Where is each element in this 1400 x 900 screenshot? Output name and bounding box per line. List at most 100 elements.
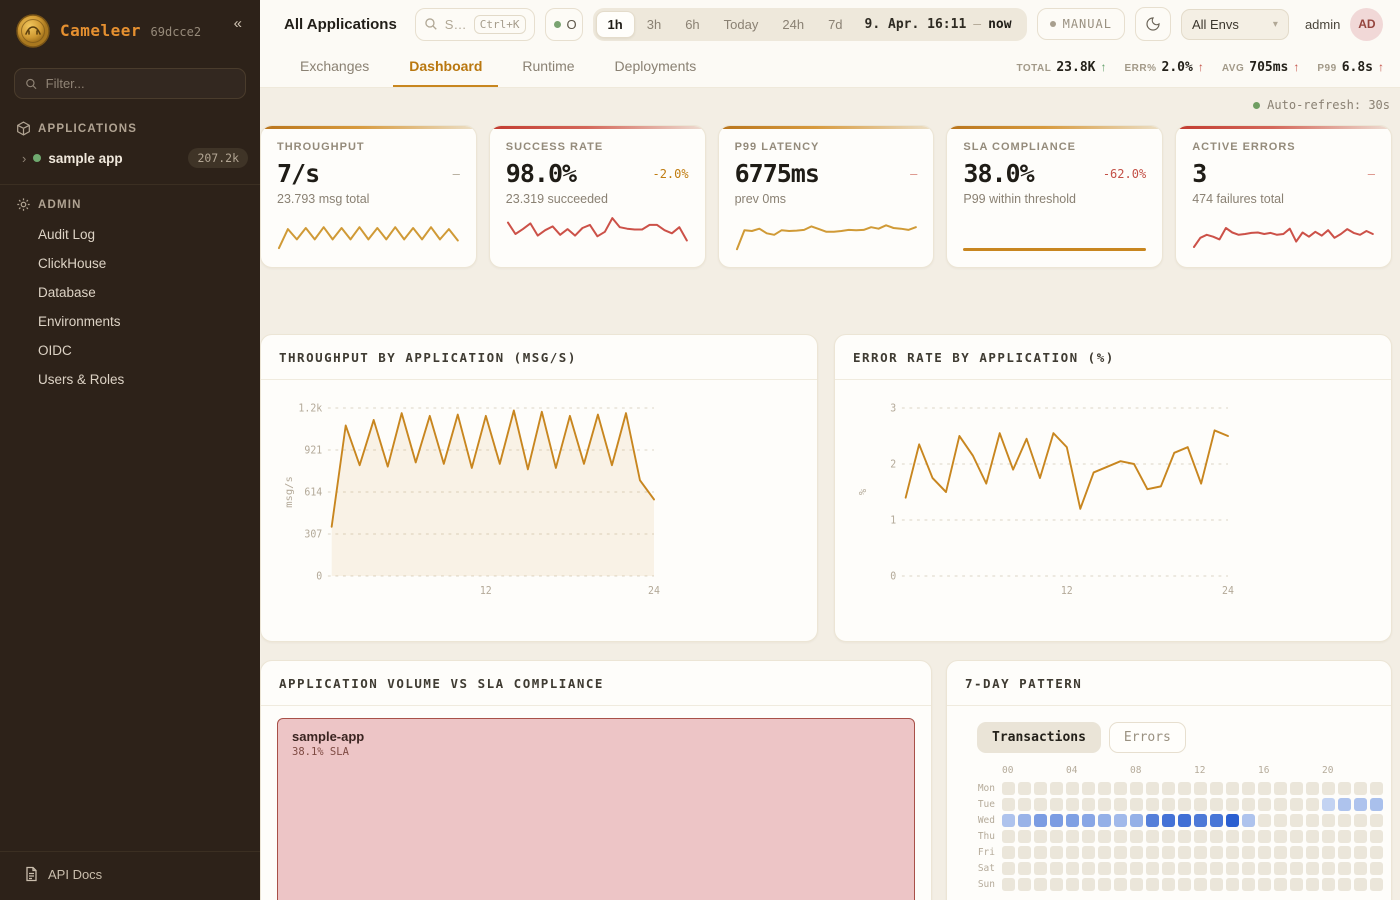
tab-dashboard[interactable]: Dashboard — [393, 48, 499, 87]
range-button-7d[interactable]: 7d — [816, 11, 854, 38]
heatmap-cell — [1066, 782, 1079, 795]
heatmap-hour-label: 08 — [1130, 765, 1142, 776]
svg-text:0: 0 — [890, 571, 896, 582]
heatmap-cell — [1370, 814, 1383, 827]
sidebar-filter[interactable] — [14, 68, 246, 99]
svg-text:%: % — [858, 489, 869, 495]
heatmap-grid: 00 04 08 12 16 20 Mon Tue Wed Thu Fri Sat Sun — [969, 765, 1383, 891]
weekly-heatmap: 00 04 08 12 16 20 Mon Tue Wed Thu Fri Sat Sun — [969, 765, 1383, 891]
panel-7day-pattern: 7-DAY PATTERN Transactions Errors 00 04 08… — [946, 660, 1392, 900]
heatmap-cell — [1098, 878, 1111, 891]
heatmap-cell — [1226, 862, 1239, 875]
heatmap-hour-label — [1306, 765, 1319, 779]
throughput-area-chart: 0 307 614 921 1.2k 12 24 msg/s — [284, 403, 660, 597]
username-label: admin — [1304, 16, 1341, 32]
tab-runtime[interactable]: Runtime — [522, 58, 575, 74]
sidebar-item-sample-app[interactable]: › sample app 207.2k — [0, 142, 260, 174]
svg-text:921: 921 — [304, 445, 322, 456]
heatmap-cell — [1338, 878, 1351, 891]
heatmap-cell — [1162, 830, 1175, 843]
heatmap-cell — [1098, 830, 1111, 843]
online-status-dot-icon — [553, 20, 561, 28]
kpi-delta: -62.0% — [1102, 166, 1147, 181]
heatmap-cell — [1306, 846, 1319, 859]
treemap-sla-value: 38.1% SLA — [292, 746, 349, 758]
range-buttons: 1h 3h 6h Today 24h 7d — [595, 10, 855, 38]
range-button-6h[interactable]: 6h — [673, 11, 711, 38]
heatmap-cell — [1018, 846, 1031, 859]
sidebar-item-clickhouse[interactable]: ClickHouse — [38, 256, 107, 271]
svg-text:1: 1 — [890, 515, 896, 526]
heatmap-cell — [1354, 782, 1367, 795]
heatmap-cell — [1034, 846, 1047, 859]
moon-icon — [1146, 17, 1160, 31]
tab-deployments[interactable]: Deployments — [614, 58, 697, 74]
sidebar-item-database[interactable]: Database — [38, 285, 96, 300]
kpi-value-row: 7/s – — [277, 159, 460, 188]
heatmap-cell — [1002, 846, 1015, 859]
search-input[interactable] — [444, 16, 467, 32]
sidebar-item-oidc[interactable]: OIDC — [38, 343, 72, 358]
heatmap-cell — [1034, 878, 1047, 891]
heatmap-cell — [1018, 814, 1031, 827]
kpi-row: THROUGHPUT 7/s – 23.793 msg total SUCCESS RA… — [260, 125, 1392, 268]
dark-mode-toggle[interactable] — [1134, 7, 1171, 41]
heatmap-hour-label — [1210, 765, 1223, 779]
heatmap-cell — [1050, 798, 1063, 811]
heatmap-cell — [1178, 846, 1191, 859]
pattern-toggle: Transactions Errors — [977, 722, 1375, 753]
range-button-today[interactable]: Today — [712, 11, 771, 38]
api-docs-link[interactable]: API Docs — [0, 851, 260, 900]
heatmap-day-label: Sun — [977, 879, 995, 890]
heatmap-cell — [1082, 862, 1095, 875]
heatmap-hour-label: 00 — [1002, 765, 1014, 776]
svg-text:614: 614 — [304, 487, 322, 498]
manual-refresh-button[interactable]: MANUAL — [1036, 8, 1125, 40]
toggle-transactions-button[interactable]: Transactions — [977, 722, 1101, 753]
tab-exchanges[interactable]: Exchanges — [300, 58, 370, 74]
heatmap-cell — [1370, 798, 1383, 811]
kpi-sparkline-chart — [735, 208, 918, 252]
toggle-errors-button[interactable]: Errors — [1108, 722, 1186, 753]
heatmap-cell — [1354, 846, 1367, 859]
chevron-down-icon: ▾ — [1272, 18, 1278, 30]
sidebar-item-environments[interactable]: Environments — [38, 314, 121, 329]
heatmap-cell — [1178, 798, 1191, 811]
range-button-3h[interactable]: 3h — [635, 11, 673, 38]
heatmap-cell — [1018, 862, 1031, 875]
sidebar-item-audit-log[interactable]: Audit Log — [38, 227, 96, 242]
heatmap-cell — [1306, 782, 1319, 795]
heatmap-cell — [1098, 846, 1111, 859]
heatmap-cell — [1258, 814, 1271, 827]
svg-text:0: 0 — [316, 571, 322, 582]
range-button-1h[interactable]: 1h — [595, 10, 635, 38]
heatmap-cell — [1178, 814, 1191, 827]
kpi-value-row: 98.0% -2.0% — [506, 159, 689, 188]
stat-label: AVG — [1221, 63, 1245, 74]
time-range-display[interactable]: 9. Apr. 16:11 – now — [855, 17, 1024, 32]
sidebar-divider — [0, 184, 260, 185]
connection-status-pill[interactable]: O — [544, 7, 583, 41]
sidebar-item-users-roles[interactable]: Users & Roles — [38, 372, 125, 387]
heatmap-cell — [1370, 782, 1383, 795]
treemap-cell-sample-app[interactable]: sample-app 38.1% SLA — [277, 718, 915, 900]
heatmap-cell — [1034, 862, 1047, 875]
kpi-delta: -2.0% — [652, 166, 689, 181]
svg-text:24: 24 — [648, 586, 660, 597]
range-button-24h[interactable]: 24h — [770, 11, 816, 38]
user-avatar[interactable]: AD — [1350, 7, 1384, 41]
treemap-app-name: sample-app — [292, 729, 365, 744]
kpi-content: THROUGHPUT 7/s – 23.793 msg total — [261, 129, 476, 267]
sidebar-collapse-button[interactable]: « — [230, 14, 246, 33]
stat-avg: AVG 705ms ↑ — [1222, 60, 1300, 75]
heatmap-cell — [1194, 782, 1207, 795]
global-search[interactable]: Ctrl+K — [414, 7, 535, 41]
environment-select[interactable]: All Envs ▾ — [1180, 8, 1289, 40]
stat-label: ERR% — [1124, 63, 1157, 74]
heatmap-cell — [1290, 830, 1303, 843]
heatmap-cell — [1322, 862, 1335, 875]
heatmap-hour-label — [1050, 765, 1063, 779]
kpi-sparkline — [1192, 208, 1375, 257]
heatmap-cell — [1018, 830, 1031, 843]
filter-input[interactable] — [45, 76, 235, 91]
